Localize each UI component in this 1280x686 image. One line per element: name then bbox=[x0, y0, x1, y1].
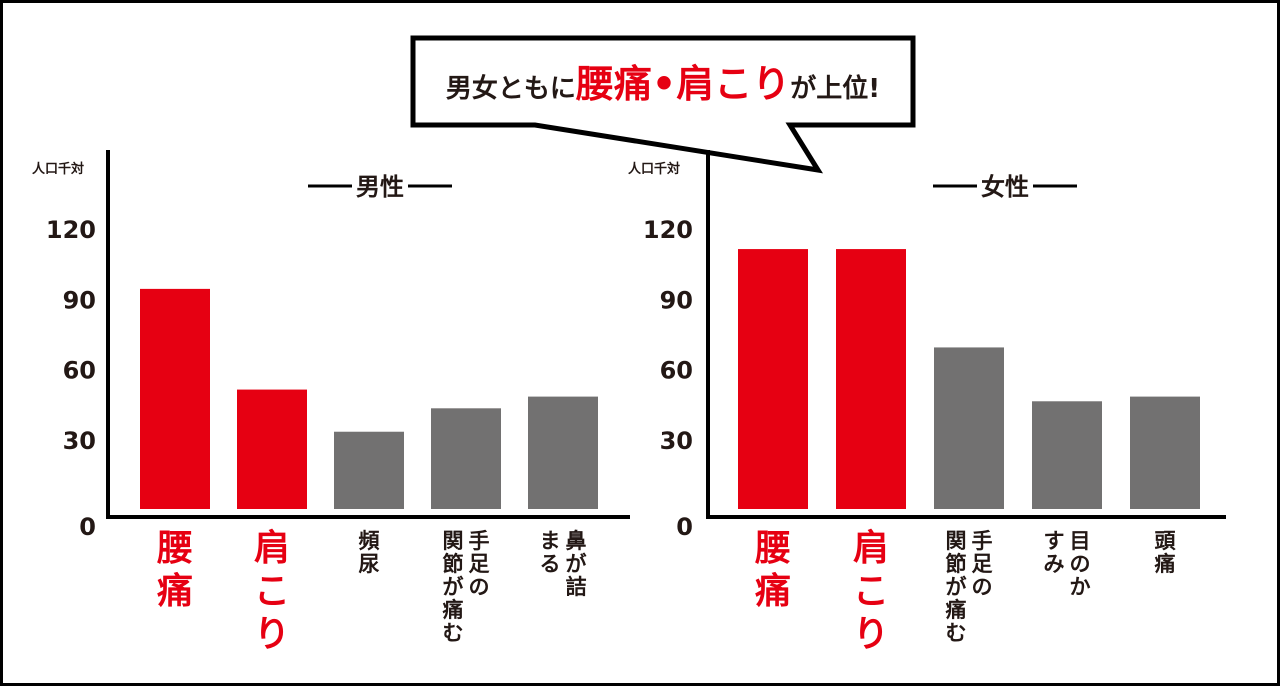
y-tick-label: 90 bbox=[63, 286, 96, 314]
callout-text-pre: 男女ともに bbox=[446, 73, 576, 104]
bar bbox=[836, 249, 906, 509]
bar bbox=[431, 408, 501, 509]
category-label-char: の bbox=[469, 575, 490, 599]
category-label-char: 痛 bbox=[1155, 552, 1176, 576]
category-label-char: 関 bbox=[443, 529, 464, 553]
bar bbox=[334, 431, 404, 509]
category-label-char: の bbox=[972, 575, 993, 599]
category-label-char: の bbox=[1070, 552, 1091, 576]
category-label-char: 腰 bbox=[156, 528, 193, 569]
unit-label: 人口千対 bbox=[32, 161, 84, 177]
category-label-char: 頭 bbox=[1155, 529, 1177, 553]
category-label-char: 肩 bbox=[853, 527, 889, 569]
category-label-char: 詰 bbox=[566, 575, 587, 599]
y-tick-label: 0 bbox=[676, 513, 693, 541]
category-label-char: 節 bbox=[443, 552, 464, 576]
bar bbox=[237, 389, 307, 509]
bar bbox=[934, 347, 1004, 509]
bar bbox=[528, 396, 598, 509]
y-tick-label: 120 bbox=[46, 216, 96, 244]
category-label-char: 節 bbox=[946, 552, 967, 576]
category-label-char: む bbox=[443, 621, 464, 645]
chart-title: 男性 bbox=[356, 173, 404, 201]
category-label-char: 尿 bbox=[359, 552, 380, 576]
category-label-char: ま bbox=[540, 529, 561, 553]
category-label-char: こ bbox=[254, 571, 290, 612]
unit-label: 人口千対 bbox=[628, 161, 680, 177]
category-label-char: 肩 bbox=[254, 527, 290, 569]
bar bbox=[140, 288, 210, 509]
category-label-char: が bbox=[946, 575, 967, 599]
y-tick-label: 60 bbox=[63, 357, 96, 385]
category-label-char: 足 bbox=[469, 552, 490, 576]
callout-text: 男女ともに腰痛•肩こりが上位! bbox=[446, 62, 880, 106]
y-tick-label: 120 bbox=[643, 216, 693, 244]
callout-text-highlight: 腰痛•肩こり bbox=[576, 62, 790, 106]
y-tick-label: 60 bbox=[660, 357, 693, 385]
category-label-char: む bbox=[946, 621, 967, 645]
y-tick-label: 90 bbox=[660, 286, 693, 314]
bar bbox=[738, 249, 808, 509]
callout-text-post: が上位! bbox=[790, 73, 880, 104]
category-label-char: 手 bbox=[972, 529, 993, 553]
y-tick-label: 0 bbox=[79, 513, 96, 541]
category-label-char: 目 bbox=[1070, 529, 1091, 553]
chart-title: 女性 bbox=[981, 173, 1029, 201]
category-label-char: り bbox=[254, 614, 290, 655]
category-label-char: が bbox=[443, 575, 464, 599]
category-label-char: 頻 bbox=[359, 529, 380, 553]
category-label-char: 足 bbox=[972, 552, 993, 576]
category-label-char: る bbox=[540, 552, 561, 576]
bar bbox=[1130, 396, 1200, 509]
category-label-char: 関 bbox=[946, 529, 967, 553]
callout-bubble bbox=[410, 35, 916, 174]
category-label-char: が bbox=[566, 552, 587, 576]
category-label-char: 痛 bbox=[157, 571, 193, 612]
category-label-char: り bbox=[853, 614, 889, 655]
category-label-char: 痛 bbox=[946, 598, 967, 622]
category-label-char: す bbox=[1044, 529, 1065, 553]
category-label-char: 腰 bbox=[754, 528, 791, 569]
y-tick-label: 30 bbox=[660, 427, 693, 455]
category-label-char: み bbox=[1044, 552, 1065, 576]
y-tick-label: 30 bbox=[63, 427, 96, 455]
charts-group: 人口千対男性0306090120腰痛肩こり頻尿手足の関節が痛む鼻が詰まる人口千対… bbox=[32, 150, 1226, 655]
bar bbox=[1032, 401, 1102, 509]
category-label-char: 鼻 bbox=[566, 529, 587, 553]
category-label-char: 手 bbox=[469, 529, 490, 553]
category-label-char: こ bbox=[853, 571, 889, 612]
category-label-char: 痛 bbox=[443, 598, 464, 622]
category-label-char: 痛 bbox=[755, 571, 791, 612]
category-label-char: か bbox=[1070, 575, 1091, 599]
